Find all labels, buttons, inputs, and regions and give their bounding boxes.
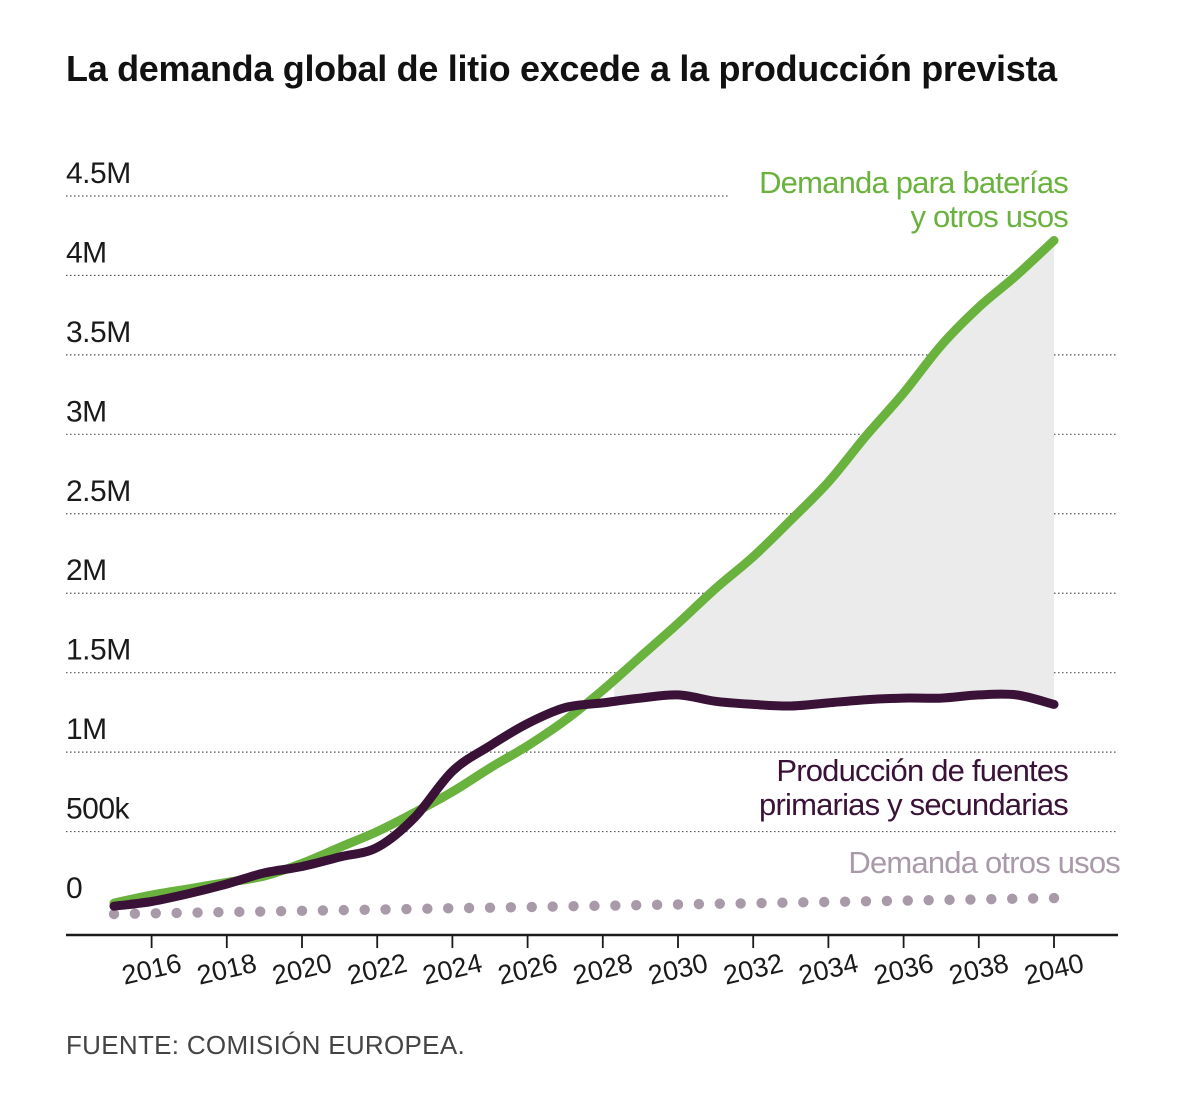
- other-uses-dot: [986, 893, 997, 905]
- x-tick-label: 2030: [645, 948, 710, 991]
- other-uses-dot: [944, 894, 955, 906]
- other-uses-dot: [526, 901, 537, 913]
- other-uses-dot: [171, 907, 182, 919]
- x-tick-label: 2036: [871, 948, 936, 991]
- other-uses-dot: [443, 903, 454, 914]
- other-uses-dot: [798, 897, 809, 908]
- other-uses-dot: [672, 899, 684, 910]
- other-uses-dot: [965, 894, 976, 905]
- other-uses-dot: [1048, 892, 1060, 904]
- y-axis-tick-labels: 0 500k 1M 1.5M 2M 2.5M 3M 3.5M 4M 4.5M: [66, 157, 131, 905]
- shaded-gap-area: [614, 240, 1054, 706]
- other-uses-dot: [380, 904, 391, 915]
- x-axis: 2016 2018 2020 2022 2024 2026 2028 2030 2032 2034…: [66, 933, 1118, 991]
- other-uses-dot: [234, 906, 245, 918]
- other-uses-dot: [589, 900, 600, 912]
- y-tick-label: 500k: [66, 793, 131, 826]
- battery-demand-label: Demanda para baterías: [759, 165, 1068, 200]
- other-uses-dot: [359, 904, 370, 915]
- x-tick-label: 2016: [119, 948, 184, 991]
- x-tick-label: 2028: [570, 948, 635, 991]
- other-uses-dot: [923, 895, 934, 906]
- other-uses-dot: [568, 901, 579, 912]
- x-tick-label: 2020: [269, 948, 334, 991]
- other-uses-dot: [108, 908, 120, 920]
- y-tick-label: 2M: [66, 554, 107, 587]
- other-uses-dot: [777, 897, 788, 908]
- other-uses-dot: [213, 907, 224, 918]
- x-tick-label: 2034: [796, 948, 861, 991]
- other-uses-label: Demanda otros usos: [848, 845, 1120, 880]
- other-uses-dot: [902, 895, 913, 906]
- other-uses-dot: [714, 898, 725, 909]
- other-uses-dot: [129, 908, 141, 919]
- gap-fill: [614, 240, 1054, 706]
- y-tick-label: 2.5M: [66, 475, 131, 508]
- x-tick-label: 2018: [194, 948, 259, 991]
- other-uses-dot: [317, 905, 329, 916]
- other-uses-dot: [296, 905, 308, 917]
- other-uses-dot: [756, 897, 767, 909]
- other-uses-dot: [1027, 893, 1039, 904]
- other-uses-dot: [839, 896, 851, 907]
- other-uses-dot: [651, 899, 663, 911]
- x-tick-label: 2026: [495, 948, 560, 991]
- other-uses-dot: [150, 908, 161, 919]
- other-uses-dot: [255, 906, 266, 917]
- y-tick-label: 0: [66, 872, 82, 905]
- production-label: Producción de fuentes: [776, 753, 1068, 788]
- other-uses-dot: [401, 903, 412, 915]
- x-tick-label: 2040: [1021, 948, 1086, 991]
- other-uses-dot: [338, 904, 349, 916]
- x-tick-label: 2032: [721, 948, 786, 991]
- other-uses-dot: [819, 896, 830, 908]
- y-tick-label: 4.5M: [66, 157, 131, 190]
- other-uses-dot: [547, 901, 558, 912]
- x-tick-label: 2038: [946, 948, 1011, 991]
- other-uses-dot: [505, 902, 517, 913]
- battery-demand-label: y otros usos: [910, 199, 1068, 234]
- production-label: primarias y secundarias: [759, 787, 1068, 822]
- other-uses-dot: [610, 900, 621, 911]
- y-tick-label: 3M: [66, 395, 107, 428]
- source-note: FUENTE: COMISIÓN EUROPEA.: [66, 1030, 465, 1060]
- other-uses-dot: [735, 898, 746, 909]
- x-tick-label: 2024: [420, 948, 485, 991]
- other-uses-dot: [860, 896, 872, 907]
- y-tick-label: 1M: [66, 713, 107, 746]
- other-uses-dot: [422, 903, 433, 914]
- other-uses-dot: [631, 899, 642, 911]
- y-tick-label: 1.5M: [66, 634, 131, 667]
- x-tick-label: 2022: [345, 948, 410, 991]
- other-uses-dot: [463, 902, 475, 914]
- y-tick-label: 4M: [66, 236, 107, 269]
- other-uses-dot: [192, 907, 203, 918]
- other-uses-dot: [693, 898, 705, 910]
- other-uses-dot: [881, 895, 893, 907]
- chart-title: La demanda global de litio excede a la p…: [66, 48, 1057, 89]
- other-uses-dot: [484, 902, 496, 913]
- other-uses-dot: [275, 905, 287, 917]
- production-line: [109, 689, 1059, 911]
- y-tick-label: 3.5M: [66, 316, 131, 349]
- other-uses-dot: [1007, 893, 1018, 905]
- series-lines: [108, 236, 1060, 920]
